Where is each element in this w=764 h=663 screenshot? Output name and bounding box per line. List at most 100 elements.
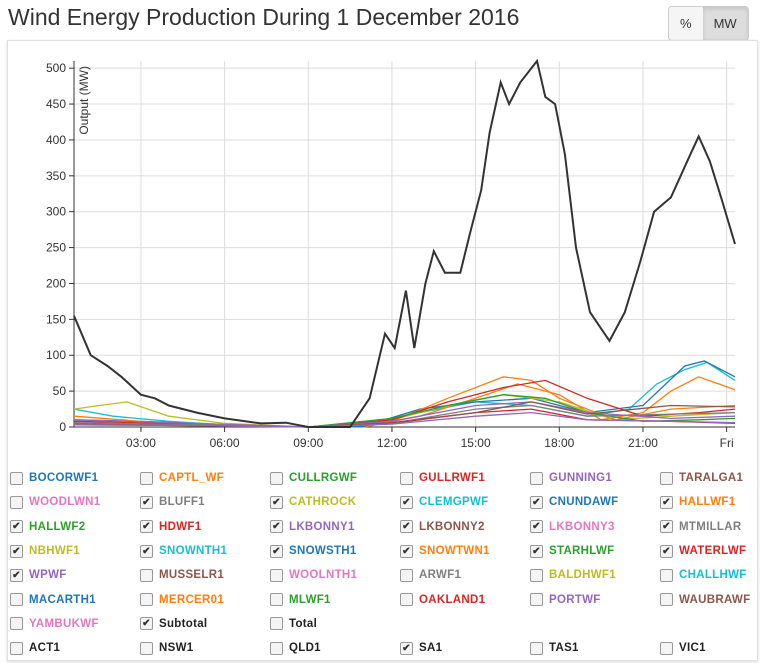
legend-item-waterlwf[interactable]: ✔ WATERLWF [660,539,764,563]
checkbox[interactable] [660,471,673,485]
checkbox[interactable] [270,593,283,607]
legend-item-snownth1[interactable]: ✔ SNOWNTH1 [140,539,270,563]
legend-item-baldhwf1[interactable]: BALDHWF1 [530,563,660,587]
checkbox[interactable]: ✔ [530,495,543,509]
legend-label: TARALGA1 [679,472,744,485]
legend-item-wpwf[interactable]: ✔ WPWF [10,563,140,587]
checkbox[interactable]: ✔ [270,495,283,509]
y-tick-label: 50 [53,384,67,398]
legend-item-hallwf1[interactable]: ✔ HALLWF1 [660,490,764,514]
legend-item-nsw1[interactable]: NSW1 [140,636,270,660]
legend-item-bluff1[interactable]: ✔ BLUFF1 [140,490,270,514]
checkbox[interactable]: ✔ [400,520,413,534]
legend-label: BALDHWF1 [549,569,616,582]
legend-item-tas1[interactable]: TAS1 [530,636,660,660]
checkbox[interactable] [530,641,543,655]
legend-item-subtotal[interactable]: ✔ Subtotal [140,612,270,636]
legend-item-hdwf1[interactable]: ✔ HDWF1 [140,515,270,539]
checkbox[interactable]: ✔ [10,520,23,534]
checkbox[interactable] [530,593,543,607]
legend-item-mercer01[interactable]: MERCER01 [140,587,270,611]
legend-item-gullrwf1[interactable]: GULLRWF1 [400,466,530,490]
checkbox[interactable]: ✔ [270,544,283,558]
legend-item-musselr1[interactable]: MUSSELR1 [140,563,270,587]
checkbox[interactable]: ✔ [530,544,543,558]
mw-button[interactable]: MW [702,7,748,40]
checkbox[interactable] [270,641,283,655]
legend-label: BLUFF1 [159,496,205,509]
legend-item-woodlwn1[interactable]: WOODLWN1 [10,490,140,514]
checkbox[interactable] [400,568,413,582]
checkbox[interactable]: ✔ [660,544,673,558]
unit-toggle: % MW [668,6,749,41]
checkbox[interactable]: ✔ [140,544,153,558]
checkbox[interactable] [270,568,283,582]
legend-item-taralga1[interactable]: TARALGA1 [660,466,764,490]
checkbox[interactable] [140,593,153,607]
legend-item-mlwf1[interactable]: MLWF1 [270,587,400,611]
legend-label: CAPTL_WF [159,472,225,485]
checkbox[interactable] [270,617,283,631]
legend-item-bocorwf1[interactable]: BOCORWF1 [10,466,140,490]
legend-item-challhwf[interactable]: CHALLHWF [660,563,764,587]
legend-item-gunning1[interactable]: GUNNING1 [530,466,660,490]
legend-item-cathrock[interactable]: ✔ CATHROCK [270,490,400,514]
checkbox[interactable]: ✔ [140,520,153,534]
legend-item-mtmillar[interactable]: ✔ MTMILLAR [660,515,764,539]
checkbox[interactable] [10,495,23,509]
checkbox[interactable] [10,641,23,655]
checkbox[interactable] [270,471,283,485]
legend-item-snowsth1[interactable]: ✔ SNOWSTH1 [270,539,400,563]
legend-item-macarth1[interactable]: MACARTH1 [10,587,140,611]
checkbox[interactable]: ✔ [140,617,153,631]
legend-item-lkbonny2[interactable]: ✔ LKBONNY2 [400,515,530,539]
legend-item-arwf1[interactable]: ARWF1 [400,563,530,587]
legend-item-lkbonny3[interactable]: ✔ LKBONNY3 [530,515,660,539]
checkbox[interactable] [10,617,23,631]
checkbox[interactable] [140,471,153,485]
legend-item-snowtwn1[interactable]: ✔ SNOWTWN1 [400,539,530,563]
legend-item-act1[interactable]: ACT1 [10,636,140,660]
percent-button[interactable]: % [669,7,703,40]
legend-item-total[interactable]: Total [270,612,400,636]
checkbox[interactable] [10,593,23,607]
checkbox[interactable] [660,568,673,582]
checkbox[interactable]: ✔ [140,495,153,509]
legend-item-vic1[interactable]: VIC1 [660,636,764,660]
checkbox[interactable] [400,471,413,485]
checkbox[interactable] [660,641,673,655]
x-tick-label: Fri [720,436,734,450]
checkbox[interactable]: ✔ [530,520,543,534]
checkbox[interactable] [530,568,543,582]
legend-item-clemgpwf[interactable]: ✔ CLEMGPWF [400,490,530,514]
legend-item-sa1[interactable]: ✔ SA1 [400,636,530,660]
checkbox[interactable]: ✔ [400,495,413,509]
legend-item-oakland1[interactable]: OAKLAND1 [400,587,530,611]
checkbox[interactable] [530,471,543,485]
legend-item-qld1[interactable]: QLD1 [270,636,400,660]
legend-item-woolnth1[interactable]: WOOLNTH1 [270,563,400,587]
checkbox[interactable] [660,593,673,607]
checkbox[interactable]: ✔ [660,520,673,534]
legend-item-hallwf2[interactable]: ✔ HALLWF2 [10,515,140,539]
legend-item-waubrawf[interactable]: WAUBRAWF [660,587,764,611]
checkbox[interactable] [400,593,413,607]
checkbox[interactable]: ✔ [400,641,413,655]
legend-item-captl_wf[interactable]: CAPTL_WF [140,466,270,490]
checkbox[interactable] [10,471,23,485]
checkbox[interactable]: ✔ [270,520,283,534]
checkbox[interactable] [140,568,153,582]
y-tick-label: 450 [46,97,66,111]
legend-item-starhlwf[interactable]: ✔ STARHLWF [530,539,660,563]
checkbox[interactable] [140,641,153,655]
legend-item-cullrgwf[interactable]: CULLRGWF [270,466,400,490]
checkbox[interactable]: ✔ [10,568,23,582]
legend-item-yambukwf[interactable]: YAMBUKWF [10,612,140,636]
legend-item-portwf[interactable]: PORTWF [530,587,660,611]
legend-item-cnundawf[interactable]: ✔ CNUNDAWF [530,490,660,514]
checkbox[interactable]: ✔ [660,495,673,509]
checkbox[interactable]: ✔ [400,544,413,558]
checkbox[interactable]: ✔ [10,544,23,558]
legend-item-lkbonny1[interactable]: ✔ LKBONNY1 [270,515,400,539]
legend-item-nbhwf1[interactable]: ✔ NBHWF1 [10,539,140,563]
